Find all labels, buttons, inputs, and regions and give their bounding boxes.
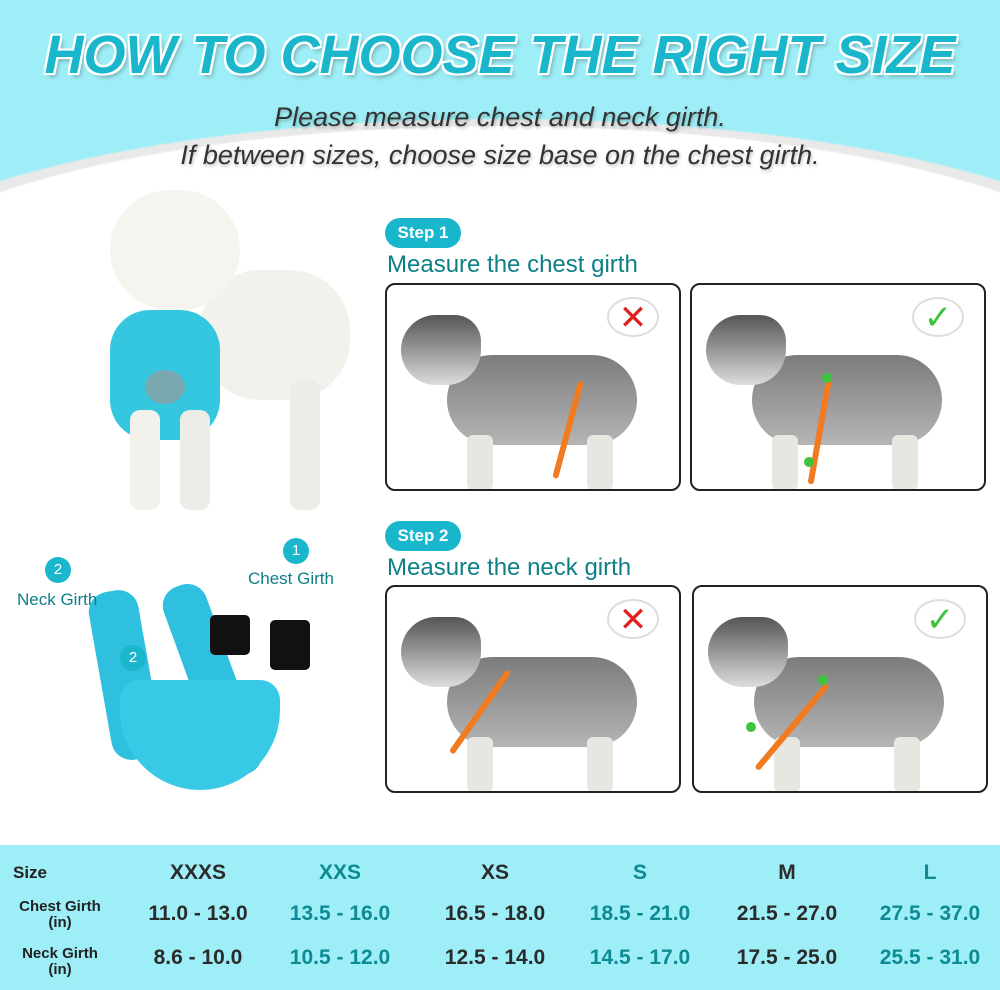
step-2-heading: Measure the neck girth xyxy=(387,554,632,581)
size-header: XXS xyxy=(318,861,362,884)
table-cell-neck: 14.5 - 17.0 xyxy=(589,946,691,969)
size-row-label: Size xyxy=(12,863,48,882)
chest-number-badge: 1 xyxy=(283,538,309,564)
table-cell-chest: 11.0 - 13.0 xyxy=(148,902,248,925)
dog-wearing-harness-photo xyxy=(90,180,360,520)
size-chart-table: Size Chest Girth (in) Neck Girth (in) XX… xyxy=(0,845,1000,990)
neck-marker-badge: 2 xyxy=(120,645,146,671)
green-check-icon: ✓ xyxy=(914,599,966,639)
chest-correct-example: ✓ xyxy=(690,283,986,491)
step-1-badge: Step 1 xyxy=(385,218,461,248)
red-x-icon: ✕ xyxy=(607,297,659,337)
table-cell-neck: 12.5 - 14.0 xyxy=(444,946,546,969)
neck-number-badge: 2 xyxy=(45,557,71,583)
page-title: HOW TO CHOOSE THE RIGHT SIZE xyxy=(44,25,956,85)
chest-wrong-example: ✕ xyxy=(385,283,681,491)
table-cell-chest: 16.5 - 18.0 xyxy=(444,902,546,925)
instruction-line-2: If between sizes, choose size base on th… xyxy=(180,140,820,170)
size-header: XXXS xyxy=(169,861,227,884)
table-cell-chest: 13.5 - 16.0 xyxy=(289,902,391,925)
step-1-heading: Measure the chest girth xyxy=(387,251,638,278)
neck-wrong-example: ✕ xyxy=(385,585,681,793)
table-cell-neck: 8.6 - 10.0 xyxy=(153,946,243,969)
table-cell-chest: 21.5 - 27.0 xyxy=(736,902,838,925)
table-cell-neck: 17.5 - 25.0 xyxy=(736,946,838,969)
harness-product-image xyxy=(80,560,340,800)
size-header: L xyxy=(923,861,937,884)
size-header: M xyxy=(778,861,796,884)
neck-girth-label: Neck Girth xyxy=(17,590,98,609)
size-header: XS xyxy=(480,861,509,884)
table-cell-chest: 18.5 - 21.0 xyxy=(589,902,691,925)
step-2-badge: Step 2 xyxy=(385,521,461,551)
table-cell-chest: 27.5 - 37.0 xyxy=(879,902,981,925)
chest-girth-label: Chest Girth xyxy=(248,569,334,588)
table-cell-neck: 10.5 - 12.0 xyxy=(289,946,391,969)
neck-row-label: Neck Girth (in) xyxy=(22,945,98,978)
green-check-icon: ✓ xyxy=(912,297,964,337)
instruction-line-1: Please measure chest and neck girth. xyxy=(274,102,726,132)
table-cell-neck: 25.5 - 31.0 xyxy=(879,946,981,969)
size-header: S xyxy=(632,861,647,884)
chest-row-label: Chest Girth (in) xyxy=(19,898,101,931)
red-x-icon: ✕ xyxy=(607,599,659,639)
neck-correct-example: ✓ xyxy=(692,585,988,793)
